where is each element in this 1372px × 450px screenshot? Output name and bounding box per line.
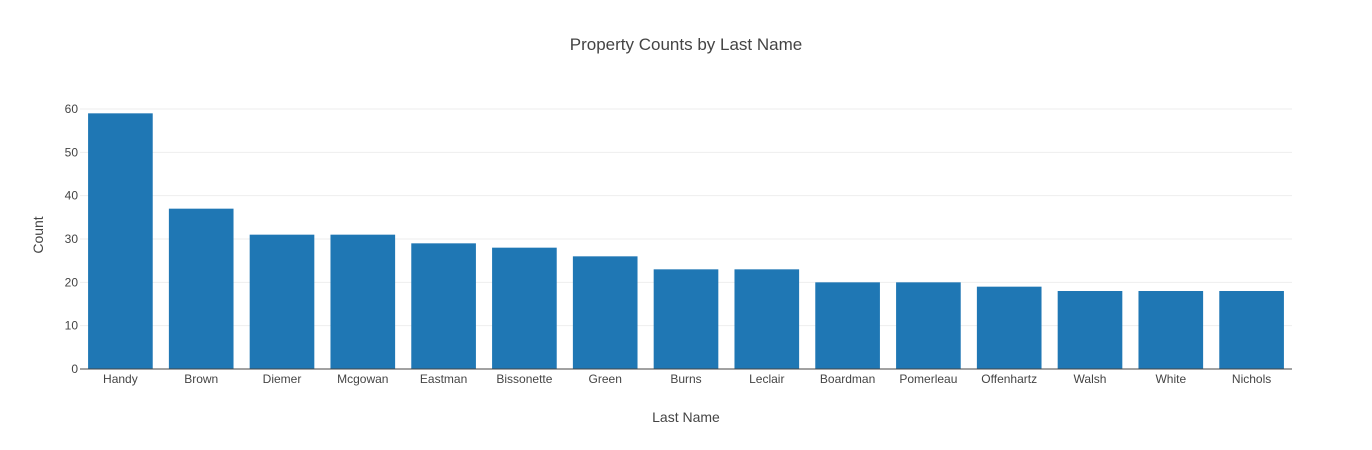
bars	[88, 113, 1284, 369]
y-tick-label: 0	[71, 362, 78, 376]
x-tick-label: White	[1155, 372, 1186, 386]
bar-green[interactable]	[572, 256, 638, 369]
y-tick-label: 30	[65, 232, 79, 246]
bar-eastman[interactable]	[411, 243, 476, 369]
bar-walsh[interactable]	[1057, 291, 1123, 369]
x-tick-label: Nichols	[1232, 372, 1271, 386]
x-tick-label: Burns	[670, 372, 701, 386]
bar-offenhartz[interactable]	[976, 286, 1042, 369]
bar-white[interactable]	[1138, 291, 1204, 369]
bar-bissonette[interactable]	[492, 247, 557, 369]
x-axis-ticks: Handy Brown Diemer Mcgowan Eastman Bissonette…	[103, 372, 1271, 386]
x-tick-label: Boardman	[820, 372, 875, 386]
bar-leclair[interactable]	[734, 269, 800, 369]
x-tick-label: Mcgowan	[337, 372, 388, 386]
y-tick-label: 10	[65, 319, 79, 333]
y-tick-label: 20	[65, 275, 79, 289]
x-tick-label: Walsh	[1074, 372, 1107, 386]
x-tick-label: Diemer	[263, 372, 302, 386]
x-axis-title: Last Name	[652, 409, 720, 425]
y-tick-label: 50	[65, 145, 79, 159]
chart-title: Property Counts by Last Name	[570, 35, 802, 54]
bar-brown[interactable]	[168, 208, 234, 369]
bar-handy[interactable]	[88, 113, 153, 369]
bar-boardman[interactable]	[815, 282, 880, 369]
x-tick-label: Eastman	[420, 372, 467, 386]
x-tick-label: Offenhartz	[981, 372, 1037, 386]
bar-pomerleau[interactable]	[896, 282, 961, 369]
x-tick-label: Leclair	[749, 372, 784, 386]
x-tick-label: Bissonette	[496, 372, 552, 386]
x-tick-label: Handy	[103, 372, 138, 386]
x-tick-label: Green	[589, 372, 622, 386]
y-tick-label: 60	[65, 102, 79, 116]
bar-nichols[interactable]	[1219, 291, 1284, 369]
x-tick-label: Pomerleau	[899, 372, 957, 386]
x-tick-label: Brown	[184, 372, 218, 386]
y-axis-ticks: 0 10 20 30 40 50 60	[65, 102, 79, 376]
bar-mcgowan[interactable]	[330, 234, 396, 369]
bar-diemer[interactable]	[249, 234, 315, 369]
bar-burns[interactable]	[653, 269, 719, 369]
y-tick-label: 40	[65, 189, 79, 203]
y-axis-title: Count	[30, 216, 46, 253]
